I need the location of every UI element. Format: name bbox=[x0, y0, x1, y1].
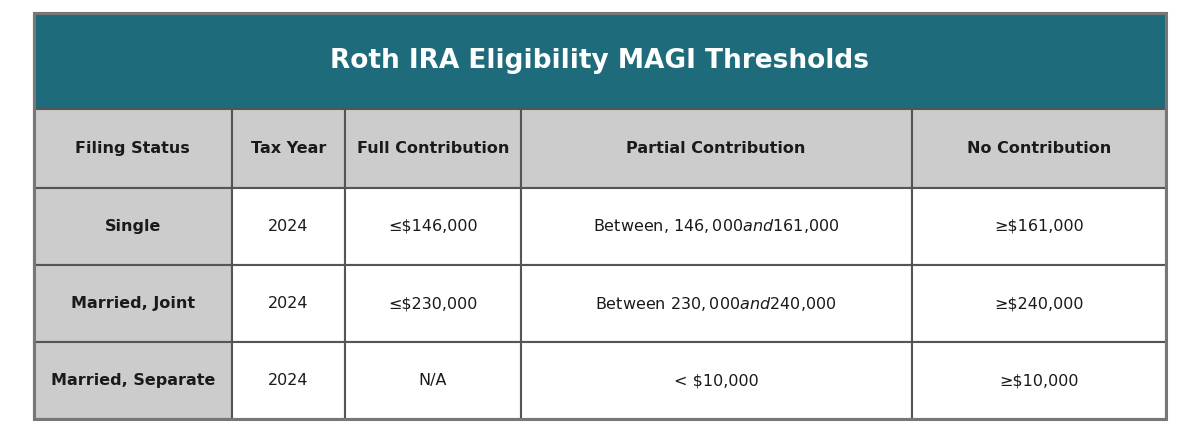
Text: Full Contribution: Full Contribution bbox=[356, 141, 509, 156]
Bar bbox=[34, 109, 232, 188]
Text: Married, Separate: Married, Separate bbox=[50, 373, 215, 388]
Text: Between, $146,000 and $161,000: Between, $146,000 and $161,000 bbox=[593, 218, 839, 235]
Text: 2024: 2024 bbox=[269, 219, 308, 234]
Bar bbox=[912, 109, 1166, 188]
Bar bbox=[912, 265, 1166, 342]
Bar bbox=[346, 188, 521, 265]
Bar bbox=[521, 265, 912, 342]
Text: ≤$230,000: ≤$230,000 bbox=[389, 296, 478, 311]
Text: ≥$240,000: ≥$240,000 bbox=[995, 296, 1084, 311]
Text: Married, Joint: Married, Joint bbox=[71, 296, 194, 311]
Text: Roth IRA Eligibility MAGI Thresholds: Roth IRA Eligibility MAGI Thresholds bbox=[330, 48, 870, 74]
Bar bbox=[34, 265, 232, 342]
Text: ≥$10,000: ≥$10,000 bbox=[1000, 373, 1079, 388]
Text: < $10,000: < $10,000 bbox=[673, 373, 758, 388]
Bar bbox=[232, 265, 346, 342]
Text: Filing Status: Filing Status bbox=[76, 141, 190, 156]
Bar bbox=[346, 342, 521, 419]
Bar bbox=[232, 342, 346, 419]
Text: ≤$146,000: ≤$146,000 bbox=[388, 219, 478, 234]
Text: ≥$161,000: ≥$161,000 bbox=[994, 219, 1084, 234]
Text: Partial Contribution: Partial Contribution bbox=[626, 141, 805, 156]
Text: 2024: 2024 bbox=[269, 296, 308, 311]
Text: 2024: 2024 bbox=[269, 373, 308, 388]
Bar bbox=[521, 109, 912, 188]
Bar bbox=[232, 109, 346, 188]
Bar bbox=[346, 265, 521, 342]
Text: No Contribution: No Contribution bbox=[967, 141, 1111, 156]
Bar bbox=[232, 188, 346, 265]
Bar bbox=[34, 13, 1166, 109]
Text: Between $230,000 and $240,000: Between $230,000 and $240,000 bbox=[595, 294, 836, 313]
Bar bbox=[521, 342, 912, 419]
Bar bbox=[912, 342, 1166, 419]
Bar bbox=[346, 109, 521, 188]
Text: N/A: N/A bbox=[419, 373, 448, 388]
Bar bbox=[34, 188, 232, 265]
Text: Single: Single bbox=[104, 219, 161, 234]
Bar bbox=[521, 188, 912, 265]
Bar bbox=[34, 342, 232, 419]
Bar bbox=[912, 188, 1166, 265]
Text: Tax Year: Tax Year bbox=[251, 141, 326, 156]
